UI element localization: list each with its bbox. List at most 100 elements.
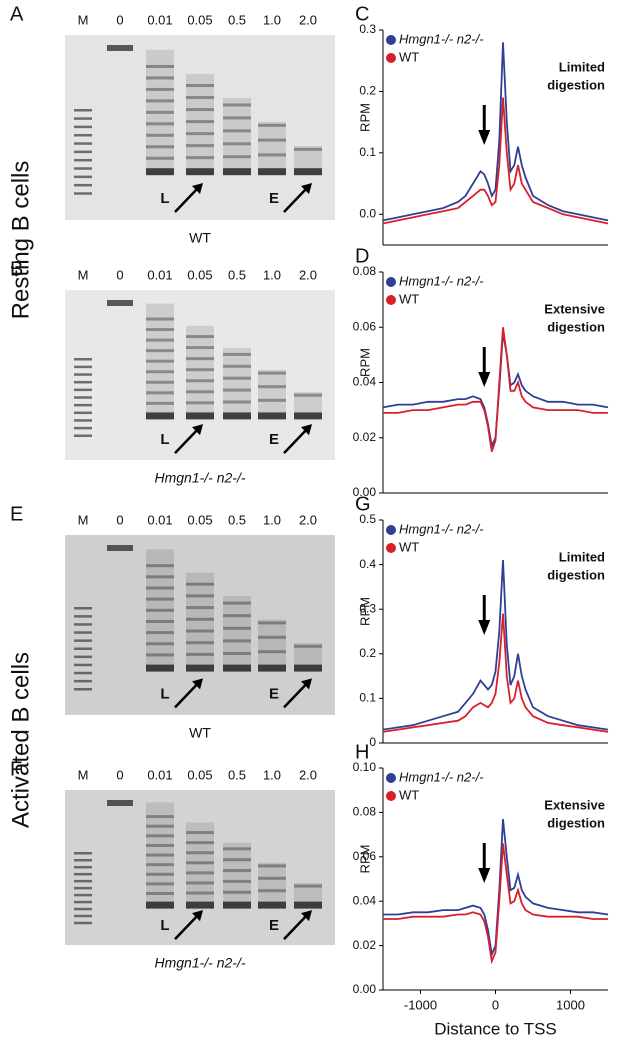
band <box>186 368 214 372</box>
arrow <box>283 915 307 941</box>
band <box>186 144 214 148</box>
y-tick-label: 0 <box>369 735 376 749</box>
legend-marker <box>386 791 396 801</box>
annotation: digestion <box>547 567 605 582</box>
ladder-band <box>74 388 92 392</box>
lane-label: 0 <box>116 12 123 27</box>
arrow-head <box>478 130 491 145</box>
gel-caption: WT <box>189 725 211 741</box>
band <box>186 594 214 598</box>
y-tick-label: 0.5 <box>359 512 376 526</box>
lane-label: 0.05 <box>187 767 212 782</box>
band <box>146 110 174 114</box>
lane-label: 0 <box>116 767 123 782</box>
band <box>223 664 251 672</box>
band <box>223 388 251 392</box>
lane-label: 0.01 <box>147 767 172 782</box>
band <box>294 644 322 648</box>
legend-label: WT <box>399 49 419 64</box>
band <box>294 393 322 397</box>
legend-label: WT <box>399 787 419 802</box>
arrow <box>174 429 198 454</box>
band <box>258 398 286 402</box>
band <box>186 401 214 405</box>
band <box>146 328 174 332</box>
band <box>146 619 174 623</box>
y-tick-label: 0.08 <box>353 264 377 278</box>
smear <box>294 146 322 169</box>
arrow-head <box>192 183 203 195</box>
arrow-head <box>192 910 203 922</box>
ladder-band <box>74 365 92 369</box>
panel-letter: G <box>355 493 371 515</box>
marker-label: L <box>160 917 169 934</box>
ladder-band <box>74 396 92 399</box>
band <box>294 901 322 909</box>
band <box>146 597 174 601</box>
band <box>223 376 251 380</box>
annotation: Extensive <box>544 797 605 812</box>
band <box>146 882 174 886</box>
arrow-head <box>192 424 203 436</box>
band <box>146 891 174 895</box>
band <box>186 641 214 645</box>
series-line <box>382 42 609 222</box>
legend-label: Hmgn1-/- n2-/- <box>399 521 484 536</box>
legend-marker <box>386 773 396 783</box>
band <box>146 391 174 395</box>
ladder-band <box>74 639 92 642</box>
band <box>146 872 174 876</box>
series-line <box>383 843 608 965</box>
smear <box>146 549 174 665</box>
ladder-band <box>74 403 92 407</box>
ladder-band <box>74 167 92 170</box>
band <box>146 317 174 321</box>
band <box>186 891 214 895</box>
band <box>258 889 286 893</box>
band <box>186 617 214 621</box>
arrow <box>283 429 307 454</box>
band <box>146 653 174 657</box>
band <box>186 841 214 845</box>
annotation: Extensive <box>544 301 605 316</box>
lane-label: M <box>78 12 89 27</box>
band <box>107 45 133 51</box>
band <box>146 122 174 126</box>
y-tick-label: 0.2 <box>359 646 376 660</box>
series-line <box>382 613 609 733</box>
band <box>223 364 251 368</box>
y-tick-label: 0.04 <box>353 893 377 907</box>
smear <box>223 347 251 413</box>
ladder-band <box>74 380 92 384</box>
band <box>146 564 174 568</box>
panel-letter: D <box>355 245 369 267</box>
x-tick-label: -1000 <box>404 997 437 1012</box>
ladder-band <box>74 607 92 610</box>
ladder-band <box>74 655 92 659</box>
lane-label: 0.5 <box>228 767 246 782</box>
lane-label: 0.01 <box>147 12 172 27</box>
band <box>186 346 214 350</box>
band <box>223 847 251 851</box>
smear <box>294 643 322 665</box>
band <box>146 168 174 176</box>
ladder-band <box>74 373 92 376</box>
arrow-head <box>301 424 312 436</box>
band <box>146 401 174 405</box>
lane-label: 0.05 <box>187 12 212 27</box>
ladder-band <box>74 679 92 683</box>
band <box>146 642 174 646</box>
legend-marker <box>386 53 396 63</box>
band <box>258 864 286 868</box>
panel-letter: A <box>10 3 24 25</box>
legend-label: Hmgn1-/- n2-/- <box>399 273 484 288</box>
marker-label: E <box>269 685 279 702</box>
ladder-band <box>74 647 92 650</box>
band <box>258 664 286 672</box>
band <box>186 108 214 112</box>
band <box>258 371 286 375</box>
band <box>223 116 251 120</box>
lane-label: 0.05 <box>187 512 212 527</box>
band <box>146 575 174 579</box>
band <box>223 352 251 356</box>
